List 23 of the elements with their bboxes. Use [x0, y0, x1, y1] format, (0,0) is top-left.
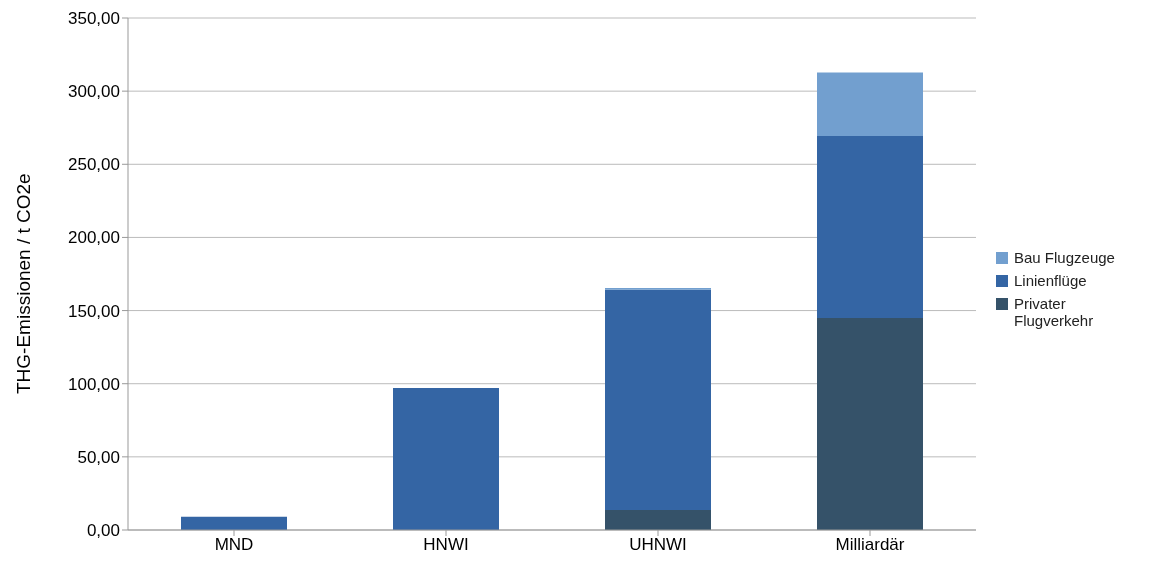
legend-label: Privater Flugverkehr: [1014, 294, 1095, 329]
bar: [393, 387, 499, 530]
x-tick-label: HNWI: [423, 535, 469, 555]
x-tick-label: MND: [214, 535, 254, 555]
y-axis-title: THG-Emissionen / t CO2e: [12, 173, 34, 394]
y-tick-label: 300,00: [68, 82, 120, 102]
y-tick-label: 250,00: [68, 155, 120, 175]
y-tick-label: 150,00: [68, 301, 120, 321]
y-tick-label: 50,00: [77, 447, 120, 467]
bar: [605, 509, 711, 530]
y-tick-label: 100,00: [68, 374, 120, 394]
bar: [605, 289, 711, 510]
y-tick-label: 0,00: [86, 521, 120, 541]
bar: [817, 72, 923, 136]
legend-label: Linienflüge: [1014, 271, 1087, 289]
x-tick-label: UHNWI: [629, 535, 687, 555]
legend-label: Bau Flugzeuge: [1014, 248, 1115, 266]
x-tick-label: Milliardär: [835, 535, 905, 555]
bar: [181, 516, 287, 530]
bar: [817, 317, 923, 530]
y-tick-label: 350,00: [68, 9, 120, 29]
bar: [817, 135, 923, 318]
y-tick-label: 200,00: [68, 228, 120, 248]
